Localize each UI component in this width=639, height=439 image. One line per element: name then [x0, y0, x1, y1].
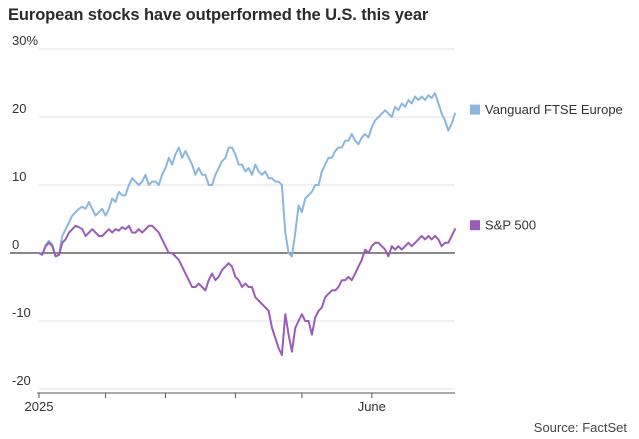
y-tick-label: -20 [12, 373, 31, 388]
y-tick-label: -10 [12, 305, 31, 320]
y-tick-label: 30% [12, 33, 38, 48]
chart-title: European stocks have outperformed the U.… [8, 6, 429, 24]
series-lines [38, 92, 456, 356]
legend-label: S&P 500 [485, 218, 536, 233]
y-tick-label: 20 [12, 101, 26, 116]
legend-swatch [470, 104, 480, 115]
legend-swatch [470, 220, 480, 231]
source-note: Source: FactSet [533, 420, 627, 435]
x-axis-ticks: 2025 June [25, 393, 386, 414]
legend-label: Vanguard FTSE Europe [485, 102, 623, 117]
series-line-sp500 [38, 224, 456, 356]
grid-lines [39, 48, 455, 390]
x-tick-label: June [358, 399, 386, 414]
y-tick-label: 10 [12, 169, 26, 184]
x-tick-label: 2025 [25, 399, 54, 414]
legend: Vanguard FTSE Europe S&P 500 [470, 102, 623, 233]
series-line-europe [38, 92, 456, 258]
y-tick-label: 0 [12, 237, 19, 252]
y-axis-ticks: 30% 20 10 0 -10 -20 [12, 33, 38, 388]
